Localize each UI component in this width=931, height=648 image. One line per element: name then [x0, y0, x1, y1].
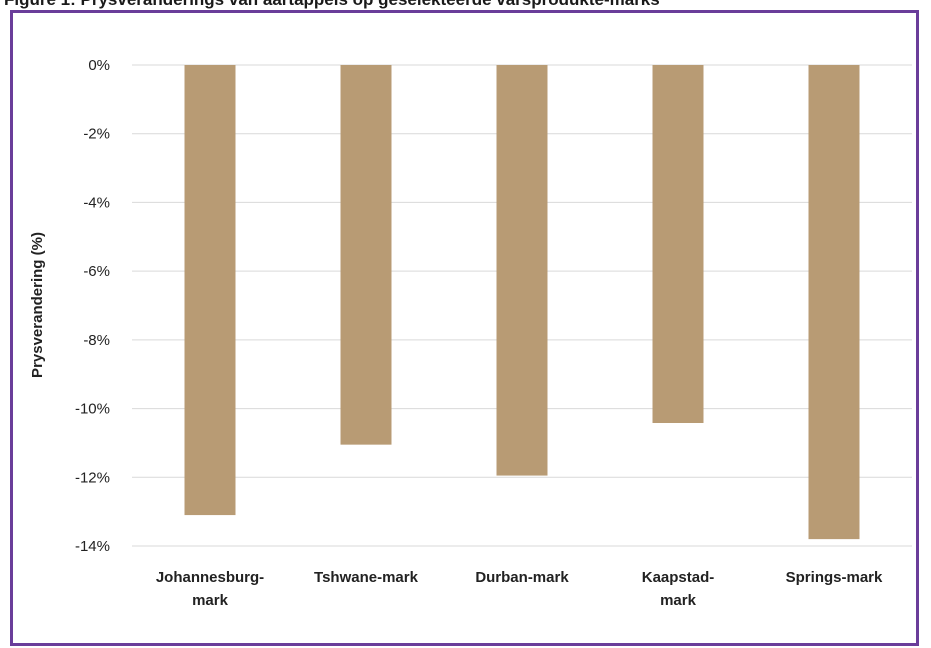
- x-category-labels: Johannesburg-mark Tshwane-mark Durban-mark…: [156, 569, 883, 609]
- y-tick-label: -12%: [75, 469, 110, 486]
- bar: [652, 65, 704, 424]
- bars: [184, 65, 860, 540]
- bar: [340, 65, 392, 445]
- y-tick-labels: 0% -2% -4% -6% -8% -10% -12% -14%: [75, 57, 110, 555]
- chart-frame: [10, 10, 919, 646]
- bar: [184, 65, 236, 516]
- y-tick-label: -4%: [83, 194, 110, 211]
- y-axis-label: Prysverandering (%): [29, 232, 46, 378]
- bar: [496, 65, 548, 476]
- x-category-label: Springs-mark: [786, 569, 883, 586]
- y-tick-label: -8%: [83, 332, 110, 349]
- y-tick-label: -14%: [75, 538, 110, 555]
- x-category-label: Durban-mark: [475, 569, 569, 586]
- y-tick-label: -6%: [83, 263, 110, 280]
- y-tick-label: 0%: [88, 57, 110, 74]
- chart-title-clipped: Figure 1: Prysveranderings van aartappel…: [4, 0, 660, 10]
- y-tick-label: -10%: [75, 401, 110, 418]
- x-category-label: Johannesburg-mark: [156, 569, 264, 609]
- bar: [808, 65, 860, 540]
- y-tick-label: -2%: [83, 126, 110, 143]
- x-category-label: Tshwane-mark: [314, 569, 419, 586]
- x-category-label: Kaapstad-mark: [642, 569, 715, 609]
